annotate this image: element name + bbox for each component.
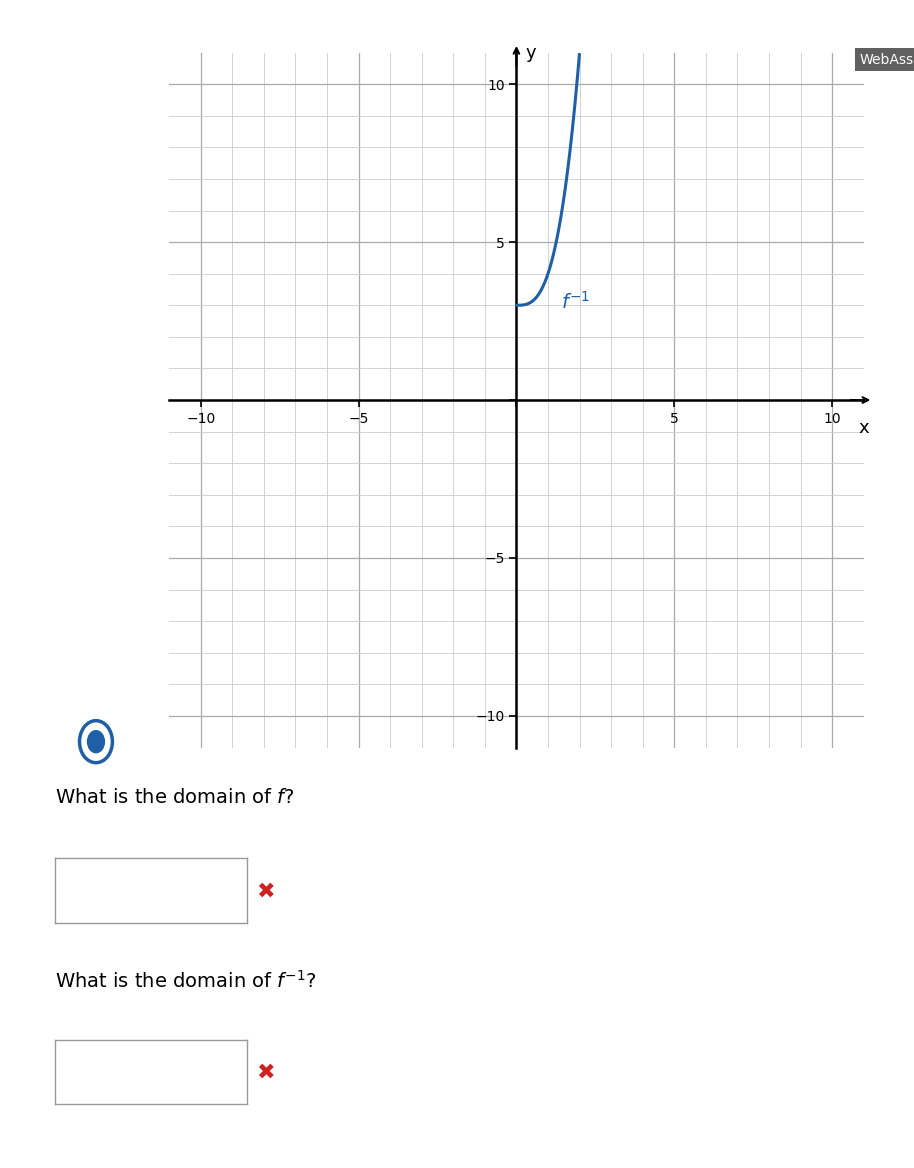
Text: $f^{-1}$: $f^{-1}$ [560, 291, 590, 313]
Text: ✖: ✖ [256, 881, 274, 902]
Text: y: y [526, 43, 537, 62]
Text: ✖: ✖ [256, 1062, 274, 1083]
Text: What is the domain of $f^{-1}$?: What is the domain of $f^{-1}$? [55, 969, 316, 992]
Text: WebAss: WebAss [860, 53, 914, 67]
Text: What is the domain of $f$?: What is the domain of $f$? [55, 788, 294, 807]
Text: x: x [858, 419, 869, 437]
